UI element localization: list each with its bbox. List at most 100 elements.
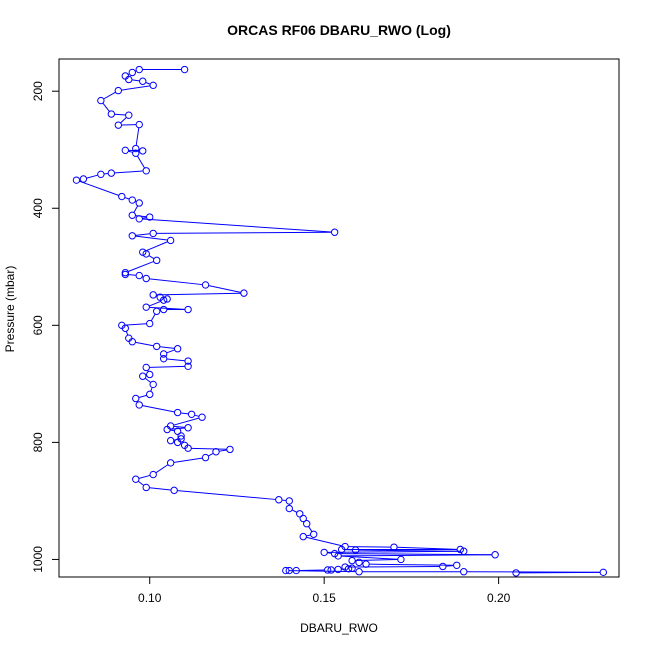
series-segment <box>138 474 151 479</box>
data-point <box>397 555 405 564</box>
series-segment <box>149 278 203 286</box>
data-point <box>132 144 140 153</box>
data-point <box>348 564 356 572</box>
data-point <box>135 120 143 129</box>
data-point <box>118 192 126 201</box>
series-segment <box>327 550 461 553</box>
series-segment <box>125 331 129 336</box>
series-segment <box>149 365 185 368</box>
data-point <box>152 307 161 315</box>
series-segment <box>170 427 185 430</box>
data-point <box>139 147 147 155</box>
data-point <box>390 543 398 551</box>
data-point <box>107 169 116 177</box>
data-point <box>460 547 468 555</box>
series-segment <box>208 452 214 457</box>
data-point <box>128 232 136 240</box>
x-tick-label: 0.10 <box>138 591 162 605</box>
series-segment <box>173 457 203 463</box>
series-segment <box>173 425 185 428</box>
data-point <box>173 438 182 447</box>
data-point <box>310 530 318 538</box>
data-point <box>146 390 154 399</box>
series-segment <box>135 341 154 347</box>
series-segment <box>173 417 199 426</box>
series-segment <box>156 231 332 234</box>
data-point <box>132 475 140 483</box>
data-point <box>132 394 140 403</box>
data-point <box>149 81 157 90</box>
data-point <box>125 111 133 119</box>
data-point <box>341 563 349 571</box>
series-segment <box>180 412 189 415</box>
data-point <box>146 319 154 328</box>
data-point <box>184 444 192 452</box>
x-axis: 0.10 0.15 0.20 <box>138 577 511 605</box>
data-point <box>491 551 499 559</box>
data-point <box>330 228 339 236</box>
data-point <box>152 342 161 351</box>
series-segment <box>114 170 143 174</box>
data-point <box>139 248 147 256</box>
data-point <box>173 408 182 417</box>
data-point <box>439 562 447 571</box>
series-segment <box>308 526 313 532</box>
data-point <box>121 324 129 332</box>
data-point <box>285 566 293 575</box>
series-layer <box>72 65 607 577</box>
series-segment <box>145 377 151 383</box>
data-point <box>334 552 342 560</box>
y-tick-label: 1000 <box>31 546 45 573</box>
data-point <box>173 345 182 353</box>
data-point <box>149 291 157 299</box>
data-point <box>184 424 192 432</box>
series-segment <box>79 180 119 196</box>
data-point <box>114 121 123 129</box>
data-point <box>128 338 136 346</box>
series-segment <box>120 117 127 124</box>
series-segment <box>124 197 130 200</box>
series-segment <box>219 449 227 452</box>
series-segment <box>142 217 147 219</box>
data-point <box>135 65 143 74</box>
data-point <box>159 305 168 314</box>
series-segment <box>170 429 175 432</box>
data-point <box>212 448 220 456</box>
series-segment <box>292 509 297 513</box>
data-point <box>299 532 307 541</box>
data-point <box>184 305 192 314</box>
series-segment <box>341 554 492 557</box>
data-point <box>355 558 363 567</box>
data-point <box>128 211 136 219</box>
series-segment <box>355 559 398 562</box>
chart-title: ORCAS RF06 DBARU_RWO (Log) <box>227 22 451 38</box>
series-segment <box>348 565 440 568</box>
data-point <box>149 470 157 479</box>
series-segment <box>191 447 227 450</box>
data-point <box>201 281 210 289</box>
data-point <box>146 370 154 379</box>
data-point <box>285 497 293 505</box>
data-point <box>177 432 185 440</box>
data-point <box>142 303 150 311</box>
series-segment <box>160 346 175 349</box>
series-segment <box>148 255 155 259</box>
series-segment <box>177 490 276 500</box>
series-segment <box>142 218 332 233</box>
data-point <box>135 271 143 280</box>
series-segment <box>138 394 147 399</box>
data-point <box>139 372 147 380</box>
data-point <box>460 568 468 576</box>
data-point <box>142 363 150 372</box>
y-tick-label: 200 <box>31 81 45 101</box>
data-point <box>599 568 607 577</box>
data-point <box>226 445 234 454</box>
x-tick-label: 0.20 <box>487 591 511 605</box>
data-point <box>163 295 171 303</box>
data-point <box>299 514 307 523</box>
data-point <box>348 556 356 565</box>
series-segment <box>135 233 150 236</box>
data-point <box>142 167 150 175</box>
series-segment <box>166 349 175 354</box>
data-point <box>512 569 520 577</box>
